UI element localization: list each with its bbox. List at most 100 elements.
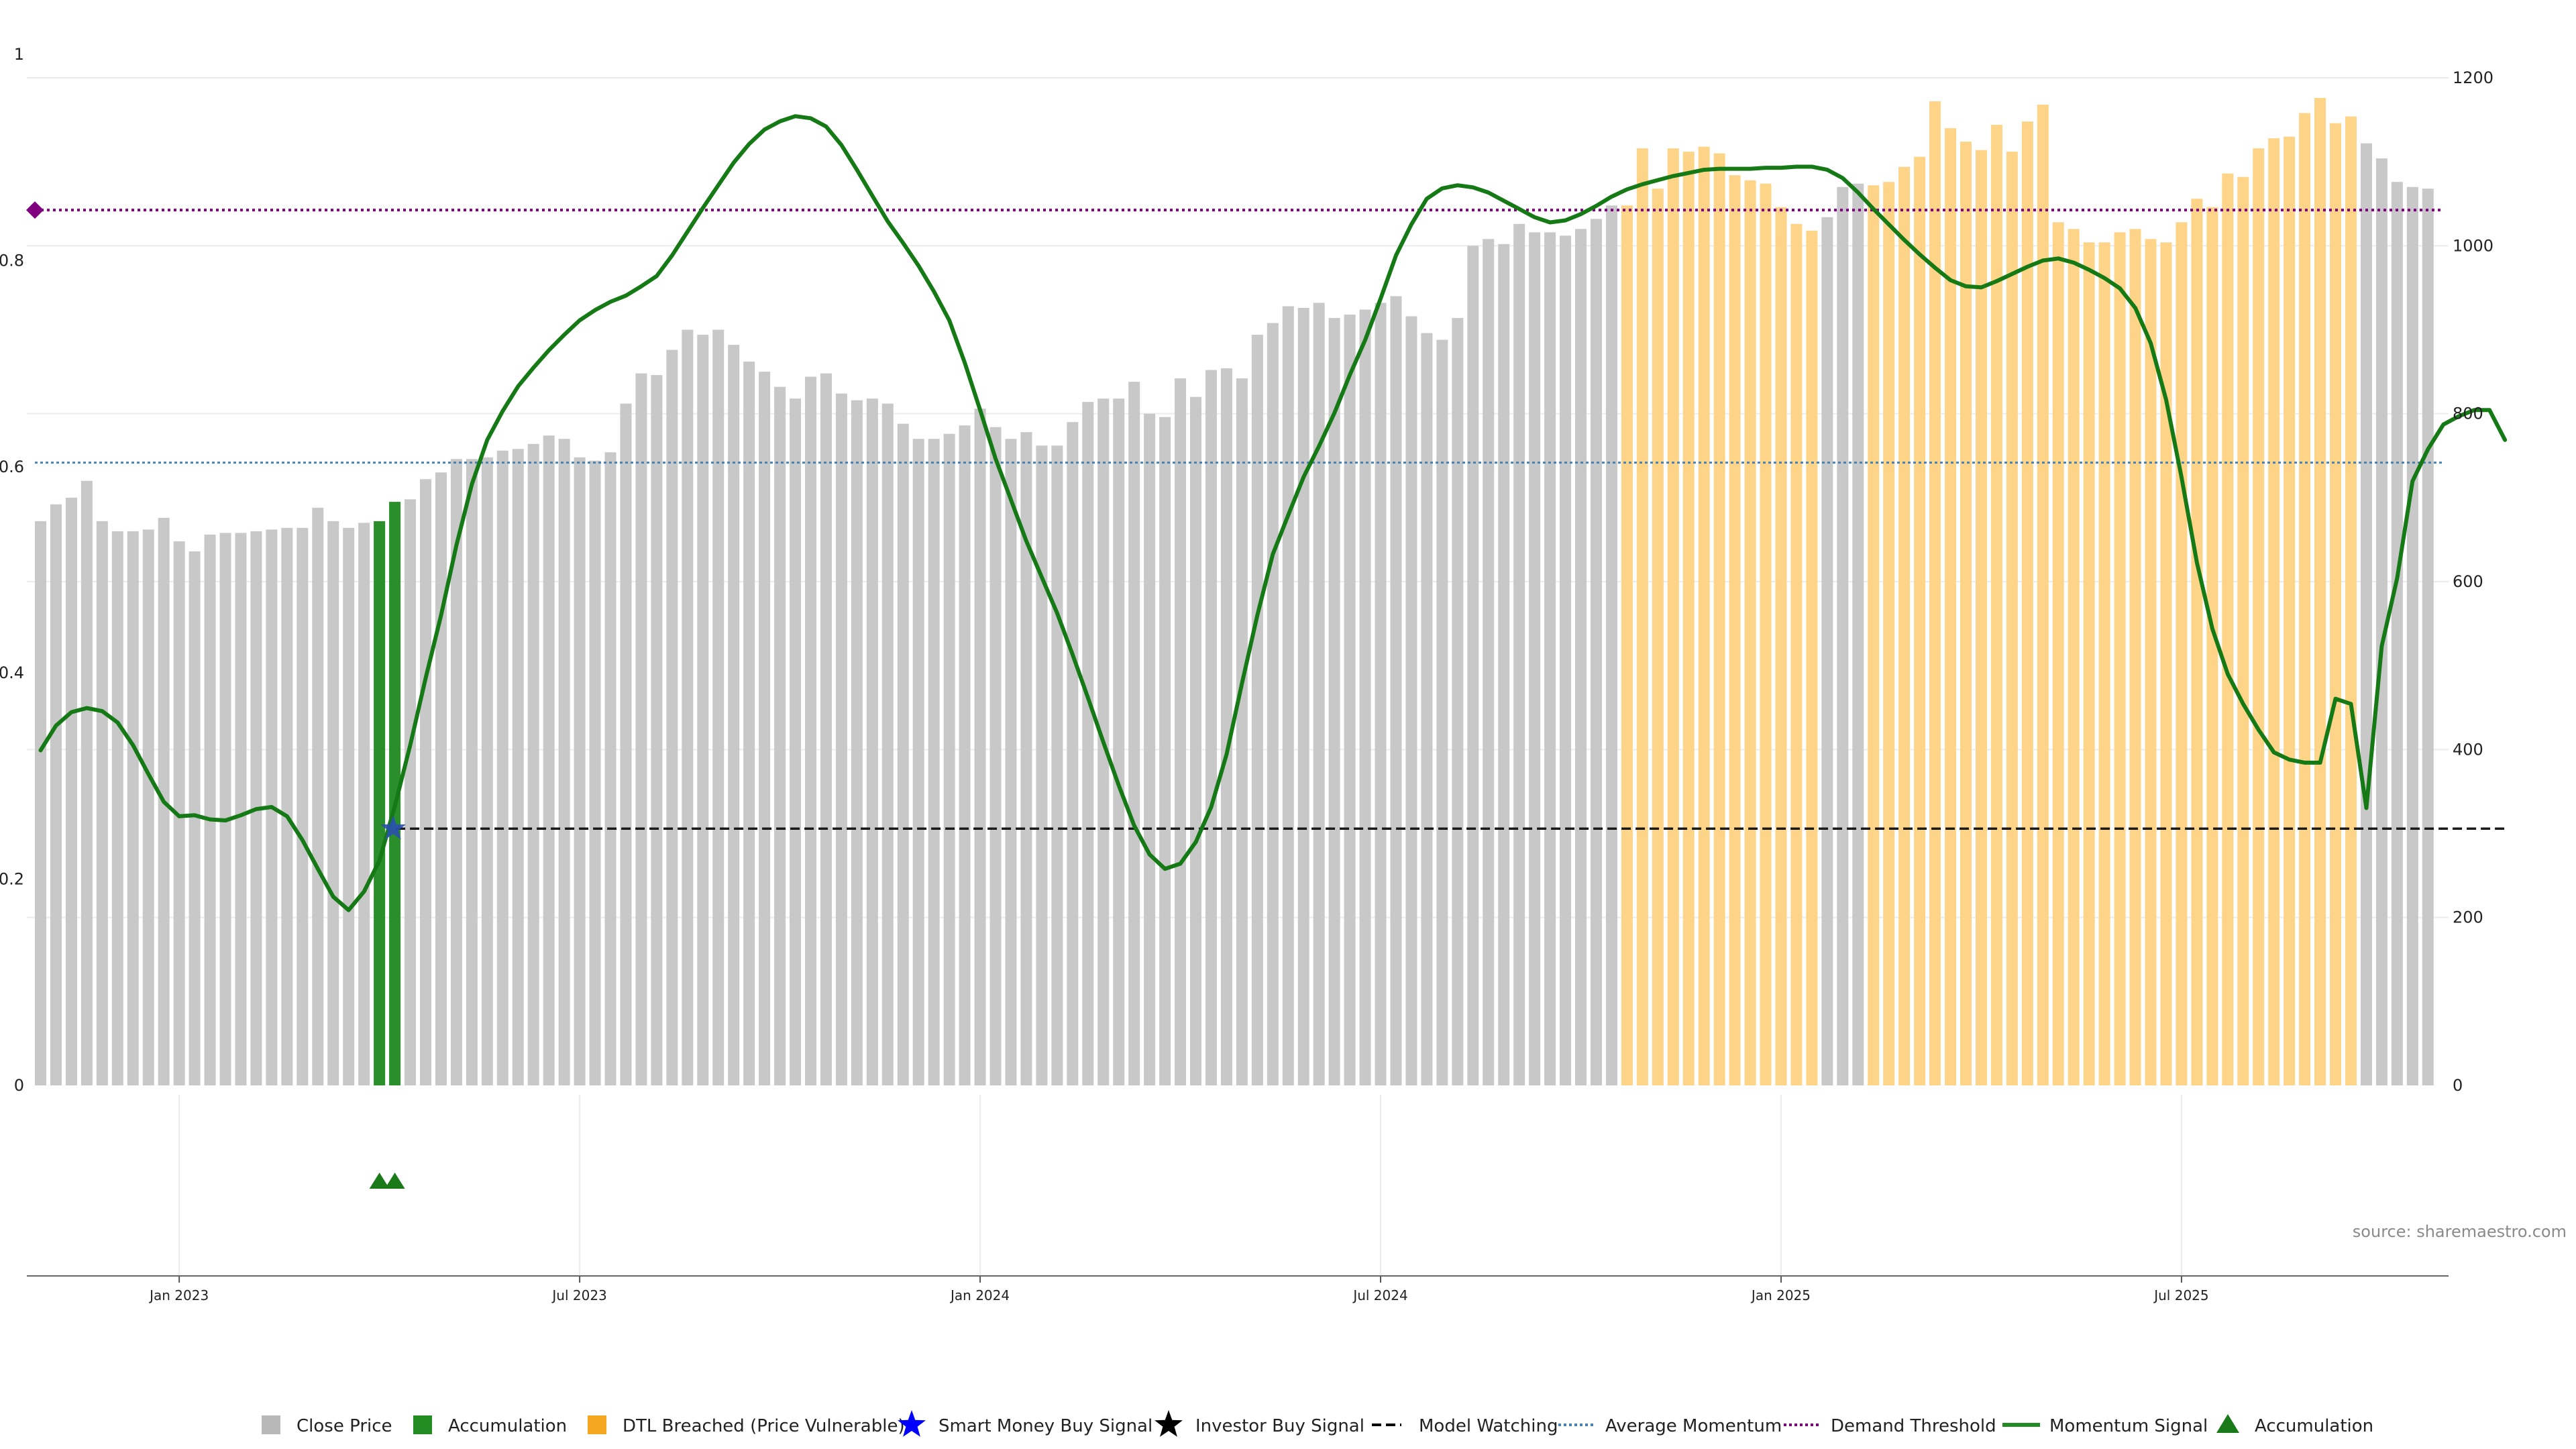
close-price-bar (697, 335, 709, 1085)
close-price-bar (790, 398, 802, 1085)
close-price-bar (666, 350, 678, 1085)
close-price-bar (420, 479, 431, 1085)
close-price-bar (1390, 296, 1402, 1085)
close-price-bar (96, 521, 108, 1085)
dtl-breached-bar (2253, 148, 2265, 1085)
y-left-tick-label: 0.2 (0, 870, 24, 889)
close-price-bar (1205, 370, 1217, 1085)
y-right-tick-label: 1200 (2453, 68, 2493, 87)
close-price-bar (1467, 246, 1479, 1085)
dtl-breached-bar (2176, 222, 2188, 1086)
close-price-bar (1236, 378, 1248, 1085)
dtl-breached-bar (2268, 138, 2280, 1085)
close-price-bar (2422, 189, 2434, 1086)
close-price-bar (728, 345, 740, 1085)
close-price-bar (35, 521, 46, 1085)
close-price-bar (1328, 317, 1340, 1085)
close-price-bar (1282, 306, 1294, 1085)
close-price-bar (1251, 335, 1263, 1085)
legend-item: Close Price (262, 1415, 392, 1436)
y-right-tick-label: 200 (2453, 908, 2483, 927)
dtl-breached-bar (1883, 182, 1895, 1085)
dtl-breached-bar (2006, 152, 2018, 1085)
dtl-breached-bar (1806, 230, 1818, 1085)
close-price-bar (1590, 219, 1602, 1085)
dtl-breached-bar (2206, 207, 2218, 1086)
legend: Close Price Accumulation DTL Breached (Pri… (262, 1410, 2373, 1437)
close-price-bar (743, 362, 755, 1085)
close-price-bar (1020, 432, 1032, 1085)
close-price-bar (1082, 402, 1094, 1085)
close-price-bar (1036, 445, 1048, 1085)
dtl-breached-bar (1713, 153, 1725, 1085)
legend-swatch (588, 1415, 606, 1434)
close-price-bar (558, 439, 570, 1085)
close-price-bar (50, 504, 62, 1085)
dtl-breached-bar (1929, 101, 1941, 1086)
legend-triangle-icon (2216, 1414, 2239, 1433)
legend-label: Model Watching (1419, 1416, 1558, 1436)
close-price-bar (466, 459, 478, 1085)
dtl-breached-bar (2237, 176, 2249, 1085)
close-price-bar (1436, 339, 1448, 1085)
close-price-bar (204, 534, 216, 1085)
dtl-breached-bar (1682, 152, 1695, 1085)
close-price-bar (989, 427, 1002, 1085)
y-right-tick-label: 0 (2453, 1076, 2463, 1095)
signal-panel (369, 1173, 405, 1189)
legend-item: Smart Money Buy Signal (898, 1410, 1152, 1437)
close-price-bar (1144, 413, 1156, 1085)
dtl-breached-bar (2021, 121, 2033, 1085)
legend-item: Momentum Signal (2002, 1416, 2208, 1436)
dtl-breached-bar (1975, 150, 1987, 1086)
close-price-bar (327, 521, 339, 1085)
dtl-breached-bar (2345, 116, 2357, 1085)
close-price-bar (1344, 314, 1356, 1086)
legend-item: Investor Buy Signal (1155, 1410, 1364, 1437)
axes: 0 200 400 600 800 1000 1200 0 0.2 0.4 0.6 0.8 1 Jan 2… (0, 45, 2493, 1303)
dtl-breached-bar (1775, 207, 1787, 1086)
legend-swatch (413, 1415, 432, 1434)
close-price-bar (682, 329, 694, 1085)
legend-item: Model Watching (1372, 1416, 1558, 1436)
dtl-breached-bar (1760, 183, 1772, 1086)
y-left-tick-label: 1 (14, 45, 24, 64)
close-price-bar (543, 435, 555, 1085)
dtl-breached-bar (1914, 156, 1926, 1086)
legend-item: DTL Breached (Price Vulnerable) (588, 1415, 905, 1436)
close-price-bar (805, 376, 816, 1086)
dtl-breached-bar (2314, 98, 2326, 1085)
x-tick-label: Jul 2024 (1352, 1287, 1407, 1303)
legend-star-icon (1155, 1410, 1183, 1437)
close-price-bar (912, 439, 924, 1085)
close-price-bar (2375, 158, 2387, 1085)
close-price-bar (1605, 205, 1617, 1086)
close-price-bar (173, 541, 185, 1085)
accumulation-bar (374, 521, 386, 1085)
close-price-bar (1359, 309, 1371, 1086)
close-price-bar (1297, 307, 1309, 1085)
legend-label: Smart Money Buy Signal (938, 1416, 1152, 1436)
legend-label: Average Momentum (1605, 1416, 1782, 1436)
close-price-bar (65, 497, 77, 1085)
close-price-bar (358, 523, 370, 1085)
close-price-bar (712, 329, 724, 1085)
close-price-bar (312, 507, 324, 1085)
dtl-breached-bar (1621, 205, 1633, 1086)
legend-label: Investor Buy Signal (1195, 1416, 1364, 1436)
close-price-bar (620, 403, 632, 1085)
dtl-breached-bar (2052, 222, 2064, 1086)
y-left-tick-label: 0 (14, 1076, 24, 1095)
close-price-bar (1220, 368, 1232, 1085)
close-price-bar (1375, 303, 1387, 1085)
close-price-bar (1005, 439, 1017, 1085)
x-tick-label: Jan 2025 (1750, 1287, 1811, 1303)
legend-star-icon (898, 1410, 926, 1437)
close-price-bar (527, 443, 539, 1085)
close-price-bar (835, 393, 847, 1085)
dtl-breached-bar (2191, 199, 2203, 1085)
close-price-bar (111, 531, 123, 1085)
close-price-bar (496, 450, 508, 1085)
close-price-bar (651, 375, 663, 1085)
close-price-bar (851, 400, 863, 1085)
